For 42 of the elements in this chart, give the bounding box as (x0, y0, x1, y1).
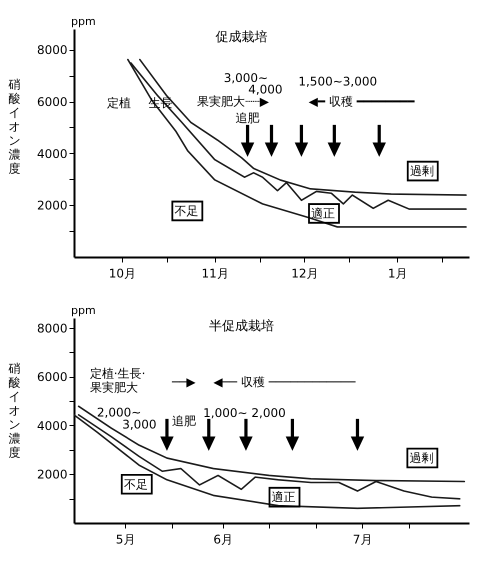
annotation: 1,500~3,000 (298, 74, 378, 89)
annotation: 果実肥大 (90, 380, 138, 394)
x-tick-label: 12月 (291, 266, 319, 280)
x-tick-label: 1月 (388, 266, 408, 280)
annotation: ◀── 収穫 ──────────── (213, 375, 356, 390)
annotation: 定植 (106, 96, 131, 110)
annotation: 3,000 (122, 417, 157, 432)
annotation: 適正 (311, 206, 335, 220)
y-tick-label: 4000 (36, 146, 68, 161)
y-tick-label: 2000 (36, 198, 68, 213)
annotation: ──▶ (170, 375, 196, 390)
annotation: 不足 (124, 477, 148, 492)
text: ppm (71, 304, 96, 317)
y-axis-title: 硝酸イオン濃度 (8, 78, 20, 176)
y-tick-label: 6000 (36, 95, 68, 110)
x-tick-label: 5月 (116, 532, 136, 546)
x-tick-label: 7月 (352, 532, 372, 546)
y-tick-label: 6000 (36, 370, 68, 384)
annotation: 3,000~ (224, 71, 268, 86)
chart-title: 半促成栽培 (209, 319, 274, 334)
y-tick-label: 8000 (36, 43, 68, 58)
annotation: 4,000 (248, 82, 283, 97)
annotation: 適正 (272, 490, 296, 504)
y-tick-label: 8000 (36, 321, 68, 336)
x-tick-label: 10月 (108, 266, 136, 280)
annotation: 過剰 (409, 451, 434, 466)
annotation: 1,000~ 2,000 (203, 406, 286, 420)
annotation: 追肥 (236, 110, 260, 125)
annotation: 果実肥大┈┈▶ (197, 94, 270, 109)
y-tick-label: 4000 (36, 418, 68, 433)
y-axis-title: 硝酸イオン濃度 (8, 362, 20, 460)
annotation: 追肥 (172, 414, 196, 428)
annotation: 2,000~ (96, 406, 142, 420)
annotation: 過剰 (410, 164, 434, 178)
chart-title: 促成栽培 (216, 30, 268, 45)
annotation: 不足 (174, 204, 198, 218)
x-tick-label: 11月 (202, 266, 229, 280)
annotation: 定植·生長· (90, 366, 146, 381)
annotation: ◀━ 収穫 ━━━━━━━━ (308, 94, 416, 109)
x-tick-label: 6月 (213, 532, 234, 546)
y-tick-label: 2000 (36, 468, 68, 482)
text: ppm (71, 15, 96, 28)
